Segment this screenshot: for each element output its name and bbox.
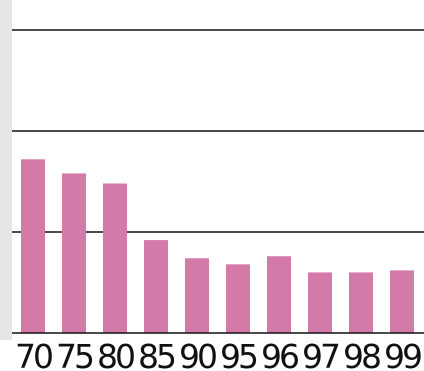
bar-85: [144, 240, 168, 333]
bar-96: [267, 256, 291, 333]
x-tick-label: 80: [97, 337, 134, 371]
bar-75: [62, 173, 86, 333]
bar-90: [185, 258, 209, 333]
x-tick-label: 95: [220, 337, 257, 371]
x-tick-label: 98: [343, 337, 380, 371]
bars: [21, 159, 414, 333]
left-margin-strip: [0, 0, 12, 340]
x-tick-labels: 70 75 80 85 90 95 96 97 98 99: [15, 337, 424, 371]
x-tick-label: 99: [384, 337, 421, 371]
x-tick-label: 97: [302, 337, 339, 371]
x-tick-label: 70: [15, 337, 52, 371]
bar-97: [308, 272, 332, 333]
x-tick-label: 85: [138, 337, 175, 371]
bar-99: [390, 270, 414, 333]
x-tick-label: 75: [56, 337, 93, 371]
bar-98: [349, 272, 373, 333]
x-tick-label: 96: [261, 337, 298, 371]
bar-80: [103, 183, 127, 333]
bar-70: [21, 159, 45, 333]
bar-95: [226, 264, 250, 333]
x-tick-label: 90: [179, 337, 216, 371]
